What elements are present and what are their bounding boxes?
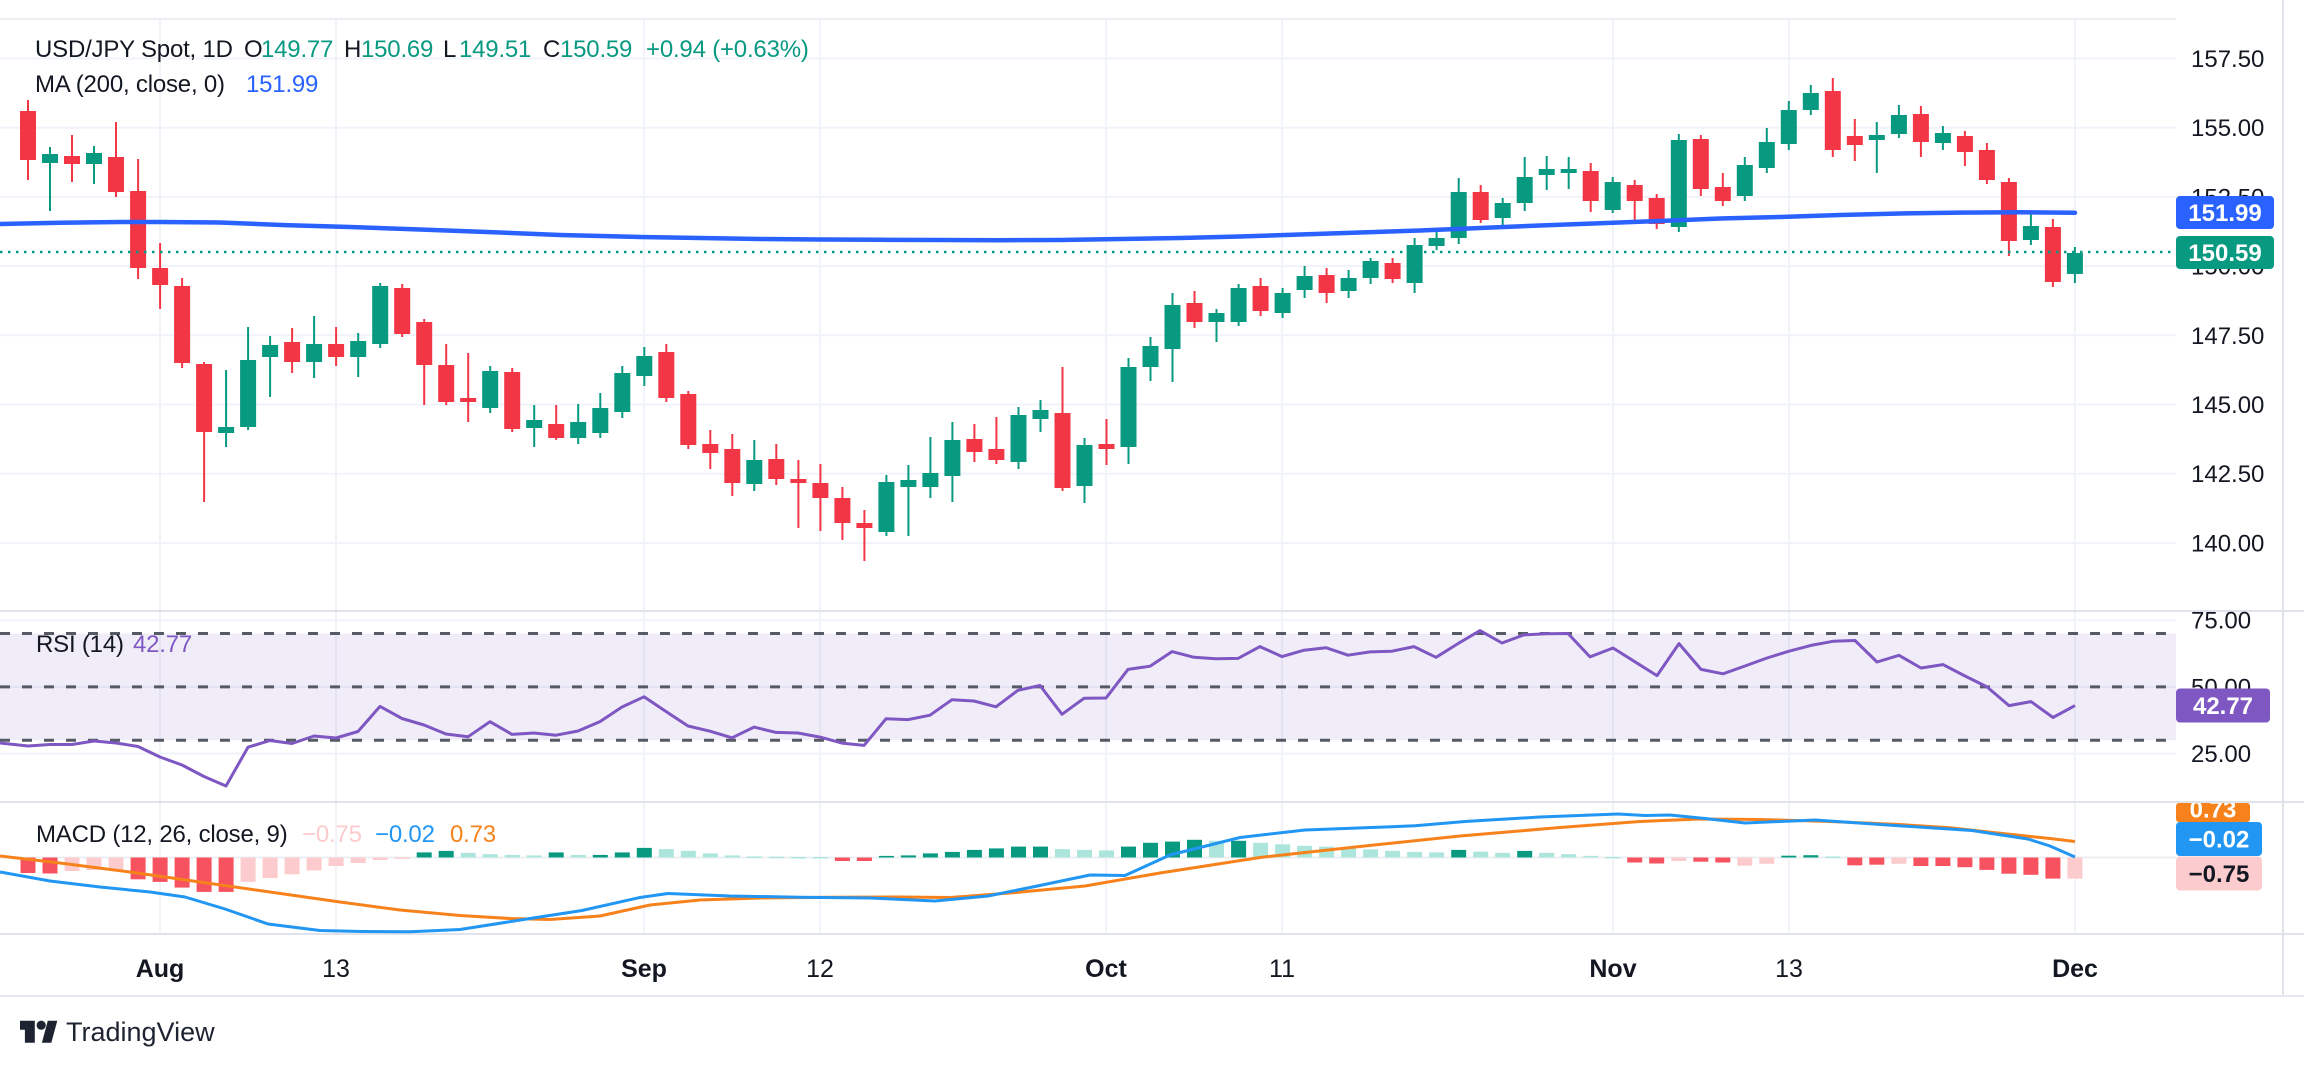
svg-text:12: 12 xyxy=(806,955,834,983)
svg-text:145.00: 145.00 xyxy=(2191,392,2264,419)
svg-text:TradingView: TradingView xyxy=(66,1017,215,1047)
svg-text:Aug: Aug xyxy=(136,955,185,983)
svg-text:147.50: 147.50 xyxy=(2191,323,2264,350)
svg-text:0.73: 0.73 xyxy=(2190,797,2237,824)
svg-text:25.00: 25.00 xyxy=(2191,741,2251,768)
svg-text:Nov: Nov xyxy=(1589,955,1636,983)
svg-text:42.77: 42.77 xyxy=(133,631,192,658)
svg-text:13: 13 xyxy=(1775,955,1803,983)
svg-text:150.59: 150.59 xyxy=(560,36,632,63)
svg-text:150.59: 150.59 xyxy=(2188,240,2261,267)
svg-text:−0.75: −0.75 xyxy=(2189,861,2250,888)
svg-text:H: H xyxy=(344,36,361,63)
svg-text:75.00: 75.00 xyxy=(2191,608,2251,635)
svg-text:0.73: 0.73 xyxy=(450,821,496,848)
svg-text:13: 13 xyxy=(322,955,350,983)
svg-text:O: O xyxy=(244,36,262,63)
svg-text:Dec: Dec xyxy=(2052,955,2098,983)
svg-text:11: 11 xyxy=(1269,955,1295,983)
svg-text:Sep: Sep xyxy=(621,955,667,983)
svg-text:C: C xyxy=(543,36,560,63)
svg-text:149.51: 149.51 xyxy=(459,36,531,63)
svg-text:Oct: Oct xyxy=(1085,955,1127,983)
svg-text:42.77: 42.77 xyxy=(2193,693,2253,720)
svg-text:MACD (12, 26, close, 9): MACD (12, 26, close, 9) xyxy=(36,821,288,848)
svg-text:149.77: 149.77 xyxy=(261,36,333,63)
svg-text:+0.94 (+0.63%): +0.94 (+0.63%) xyxy=(646,36,809,63)
svg-text:USD/JPY Spot, 1D: USD/JPY Spot, 1D xyxy=(35,36,233,63)
svg-text:140.00: 140.00 xyxy=(2191,530,2264,557)
svg-text:MA (200, close, 0): MA (200, close, 0) xyxy=(35,71,225,98)
svg-text:L: L xyxy=(443,36,456,63)
svg-text:RSI (14): RSI (14) xyxy=(36,631,124,658)
svg-text:142.50: 142.50 xyxy=(2191,461,2264,488)
svg-text:−0.75: −0.75 xyxy=(302,821,362,848)
svg-text:−0.02: −0.02 xyxy=(2189,827,2250,854)
svg-text:157.50: 157.50 xyxy=(2191,46,2264,73)
svg-text:151.99: 151.99 xyxy=(246,71,318,98)
svg-text:−0.02: −0.02 xyxy=(375,821,435,848)
svg-text:150.69: 150.69 xyxy=(361,36,433,63)
svg-text:151.99: 151.99 xyxy=(2188,200,2261,227)
svg-text:155.00: 155.00 xyxy=(2191,115,2264,142)
